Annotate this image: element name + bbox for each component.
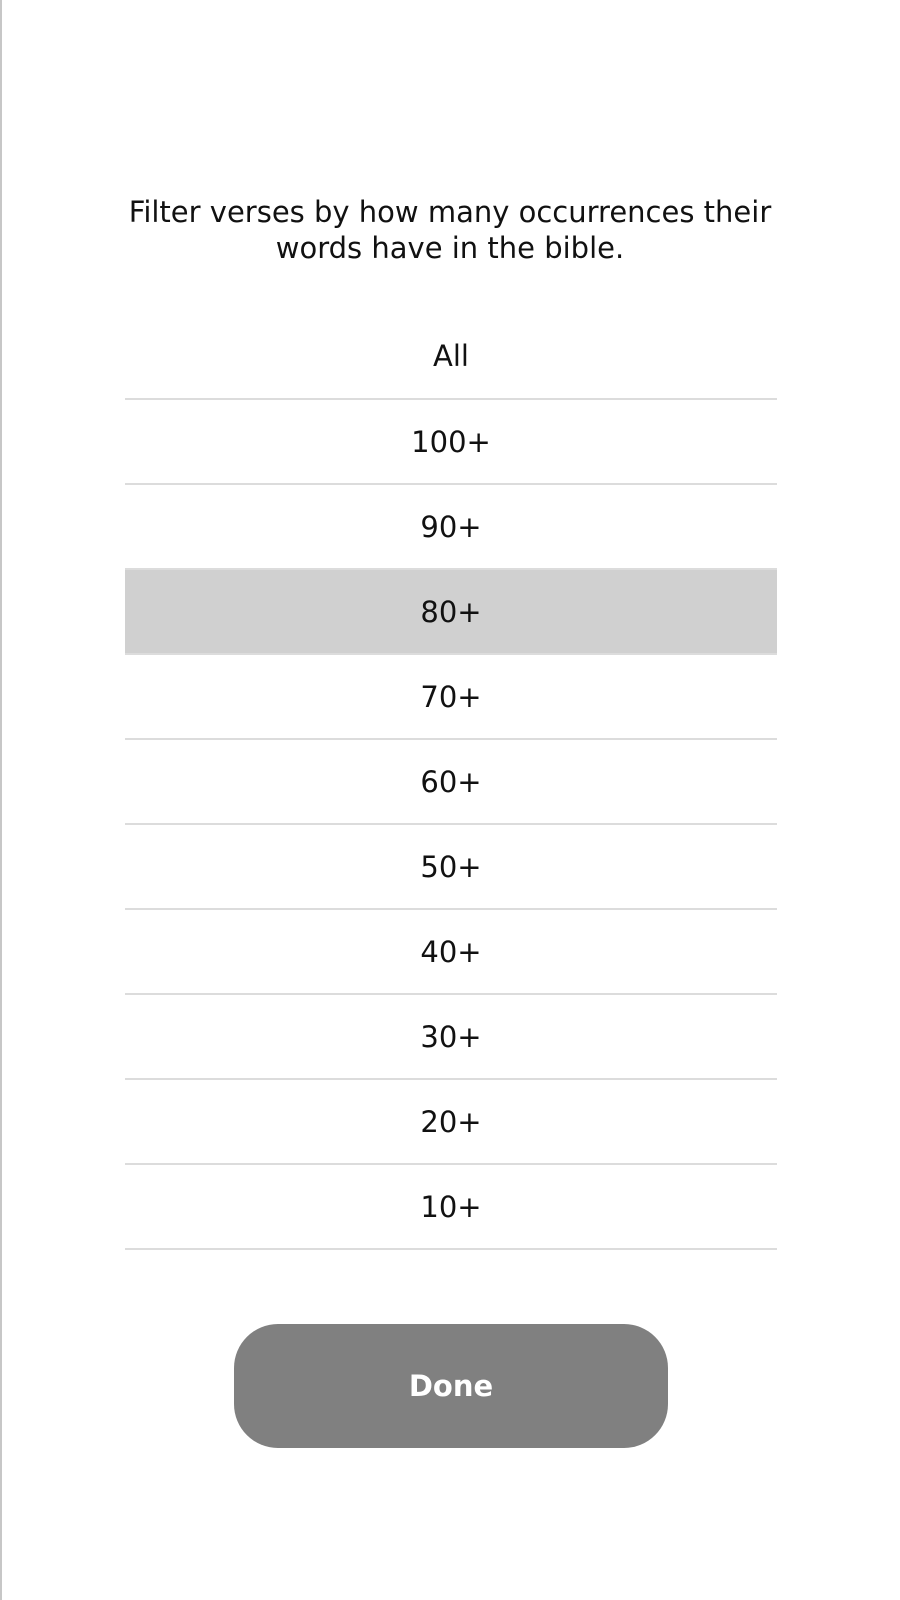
option-label: All xyxy=(433,338,469,373)
option-row-100[interactable]: 100+ xyxy=(125,400,777,485)
option-label: 80+ xyxy=(420,594,482,629)
option-row-90[interactable]: 90+ xyxy=(125,485,777,570)
option-label: 30+ xyxy=(420,1019,482,1054)
screen-left-edge xyxy=(0,0,2,1600)
option-label: 20+ xyxy=(420,1104,482,1139)
option-label: 70+ xyxy=(420,679,482,714)
option-row-80[interactable]: 80+ xyxy=(125,570,777,655)
option-row-all[interactable]: All xyxy=(125,313,777,400)
option-row-20[interactable]: 20+ xyxy=(125,1080,777,1165)
occurrence-filter-list: All 100+ 90+ 80+ 70+ 60+ 50+ 40+ 30+ 20+… xyxy=(125,313,777,1250)
option-row-50[interactable]: 50+ xyxy=(125,825,777,910)
option-label: 100+ xyxy=(411,424,491,459)
option-label: 60+ xyxy=(420,764,482,799)
option-label: 50+ xyxy=(420,849,482,884)
option-row-70[interactable]: 70+ xyxy=(125,655,777,740)
option-row-30[interactable]: 30+ xyxy=(125,995,777,1080)
option-label: 90+ xyxy=(420,509,482,544)
filter-description: Filter verses by how many occurrences th… xyxy=(128,195,772,265)
option-row-10[interactable]: 10+ xyxy=(125,1165,777,1250)
option-row-60[interactable]: 60+ xyxy=(125,740,777,825)
done-button[interactable]: Done xyxy=(234,1324,668,1448)
option-label: 40+ xyxy=(420,934,482,969)
option-label: 10+ xyxy=(420,1189,482,1224)
option-row-40[interactable]: 40+ xyxy=(125,910,777,995)
